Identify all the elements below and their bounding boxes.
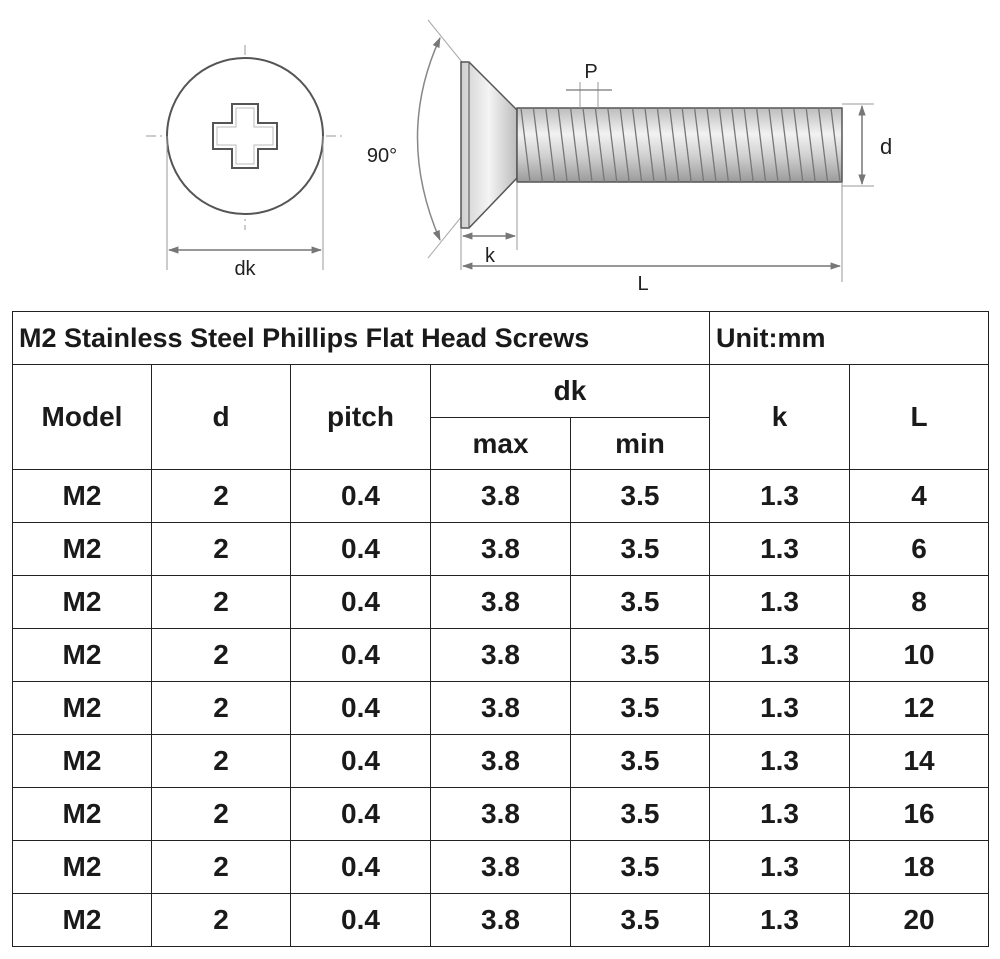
thread-lines [520, 107, 841, 183]
cell-model: M2 [12, 575, 152, 629]
cell-dk-min: 3.5 [569, 628, 711, 682]
table-row: M2 2 0.4 3.8 3.5 1.3 6 [12, 522, 990, 576]
cell-dk-max: 3.8 [430, 734, 571, 788]
header-model: Model [12, 364, 152, 470]
cell-dk-min: 3.5 [569, 575, 711, 629]
cell-dk-min: 3.5 [569, 469, 711, 523]
cell-dk-min: 3.5 [569, 681, 711, 735]
cell-d: 2 [151, 734, 291, 788]
cell-k: 1.3 [709, 575, 851, 629]
table-row: M2 2 0.4 3.8 3.5 1.3 20 [12, 893, 990, 947]
cell-dk-max: 3.8 [430, 681, 571, 735]
cell-k: 1.3 [709, 893, 851, 947]
cell-k: 1.3 [709, 681, 851, 735]
cell-L: 10 [849, 628, 990, 682]
cell-dk-min: 3.5 [569, 734, 711, 788]
table-row: M2 2 0.4 3.8 3.5 1.3 10 [12, 628, 990, 682]
table-title: M2 Stainless Steel Phillips Flat Head Sc… [11, 311, 711, 365]
cell-dk-max: 3.8 [430, 522, 571, 576]
cell-dk-max: 3.8 [430, 893, 571, 947]
header-pitch: pitch [290, 364, 431, 470]
countersink-angle-arc [416, 37, 441, 241]
cell-k: 1.3 [709, 840, 851, 894]
unit-label: Unit:mm [709, 311, 990, 365]
cell-d: 2 [151, 469, 291, 523]
cell-d: 2 [151, 893, 291, 947]
cell-pitch: 0.4 [290, 893, 431, 947]
cell-L: 16 [849, 787, 990, 841]
cell-L: 4 [849, 469, 990, 523]
dk-label: dk [234, 258, 256, 280]
cell-dk-max: 3.8 [430, 628, 571, 682]
cell-dk-max: 3.8 [430, 575, 571, 629]
header-dk-min: min [569, 417, 711, 470]
screw-side-view: 90° P d k L [367, 19, 892, 295]
cell-model: M2 [12, 469, 152, 523]
cell-model: M2 [12, 522, 152, 576]
cell-L: 12 [849, 681, 990, 735]
cell-model: M2 [12, 628, 152, 682]
header-dk-max: max [430, 417, 571, 470]
cell-pitch: 0.4 [290, 628, 431, 682]
cell-d: 2 [151, 840, 291, 894]
phillips-cross-recess [212, 103, 278, 169]
subheader-row: max min [13, 417, 989, 470]
angle-label: 90° [367, 145, 397, 167]
table-row: M2 2 0.4 3.8 3.5 1.3 18 [12, 840, 990, 894]
screw-spec-table: M2 Stainless Steel Phillips Flat Head Sc… [11, 311, 990, 947]
header-d: d [151, 364, 291, 470]
cell-dk-max: 3.8 [430, 787, 571, 841]
cell-pitch: 0.4 [290, 522, 431, 576]
cell-dk-min: 3.5 [569, 787, 711, 841]
cell-L: 14 [849, 734, 990, 788]
header-row: Model d pitch dk k L [12, 364, 990, 470]
cell-pitch: 0.4 [290, 575, 431, 629]
screw-shank [516, 107, 843, 183]
cell-L: 6 [849, 522, 990, 576]
pitch-label: P [584, 61, 597, 83]
cell-pitch: 0.4 [290, 681, 431, 735]
cell-k: 1.3 [709, 734, 851, 788]
screw-technical-drawing: dk 90° P d k L [146, 19, 892, 295]
table-row: M2 2 0.4 3.8 3.5 1.3 8 [12, 575, 990, 629]
header-dk: dk [429, 364, 711, 418]
cell-dk-min: 3.5 [569, 840, 711, 894]
cell-pitch: 0.4 [290, 840, 431, 894]
cell-L: 20 [849, 893, 990, 947]
header-L: L [849, 364, 990, 470]
cell-dk-max: 3.8 [430, 469, 571, 523]
cell-model: M2 [12, 893, 152, 947]
header-k: k [709, 364, 851, 470]
cell-d: 2 [151, 681, 291, 735]
cell-d: 2 [151, 575, 291, 629]
table-row: M2 2 0.4 3.8 3.5 1.3 16 [12, 787, 990, 841]
cell-d: 2 [151, 628, 291, 682]
cell-dk-min: 3.5 [569, 522, 711, 576]
cell-k: 1.3 [709, 522, 851, 576]
cell-k: 1.3 [709, 469, 851, 523]
cell-model: M2 [12, 840, 152, 894]
cell-L: 8 [849, 575, 990, 629]
cell-pitch: 0.4 [290, 734, 431, 788]
table-row: M2 2 0.4 3.8 3.5 1.3 14 [12, 734, 990, 788]
cell-model: M2 [12, 787, 152, 841]
k-label: k [485, 245, 496, 267]
cell-k: 1.3 [709, 628, 851, 682]
cell-model: M2 [12, 681, 152, 735]
table-row: M2 2 0.4 3.8 3.5 1.3 4 [12, 469, 990, 523]
cell-d: 2 [151, 787, 291, 841]
table-title-row: M2 Stainless Steel Phillips Flat Head Sc… [11, 311, 990, 365]
head-top-view: dk [146, 45, 346, 280]
cell-dk-min: 3.5 [569, 893, 711, 947]
cell-pitch: 0.4 [290, 469, 431, 523]
cell-dk-max: 3.8 [430, 840, 571, 894]
table-row: M2 2 0.4 3.8 3.5 1.3 12 [12, 681, 990, 735]
cell-k: 1.3 [709, 787, 851, 841]
cell-L: 18 [849, 840, 990, 894]
cell-d: 2 [151, 522, 291, 576]
cell-model: M2 [12, 734, 152, 788]
cell-pitch: 0.4 [290, 787, 431, 841]
length-label: L [637, 273, 648, 295]
d-label: d [880, 134, 892, 159]
